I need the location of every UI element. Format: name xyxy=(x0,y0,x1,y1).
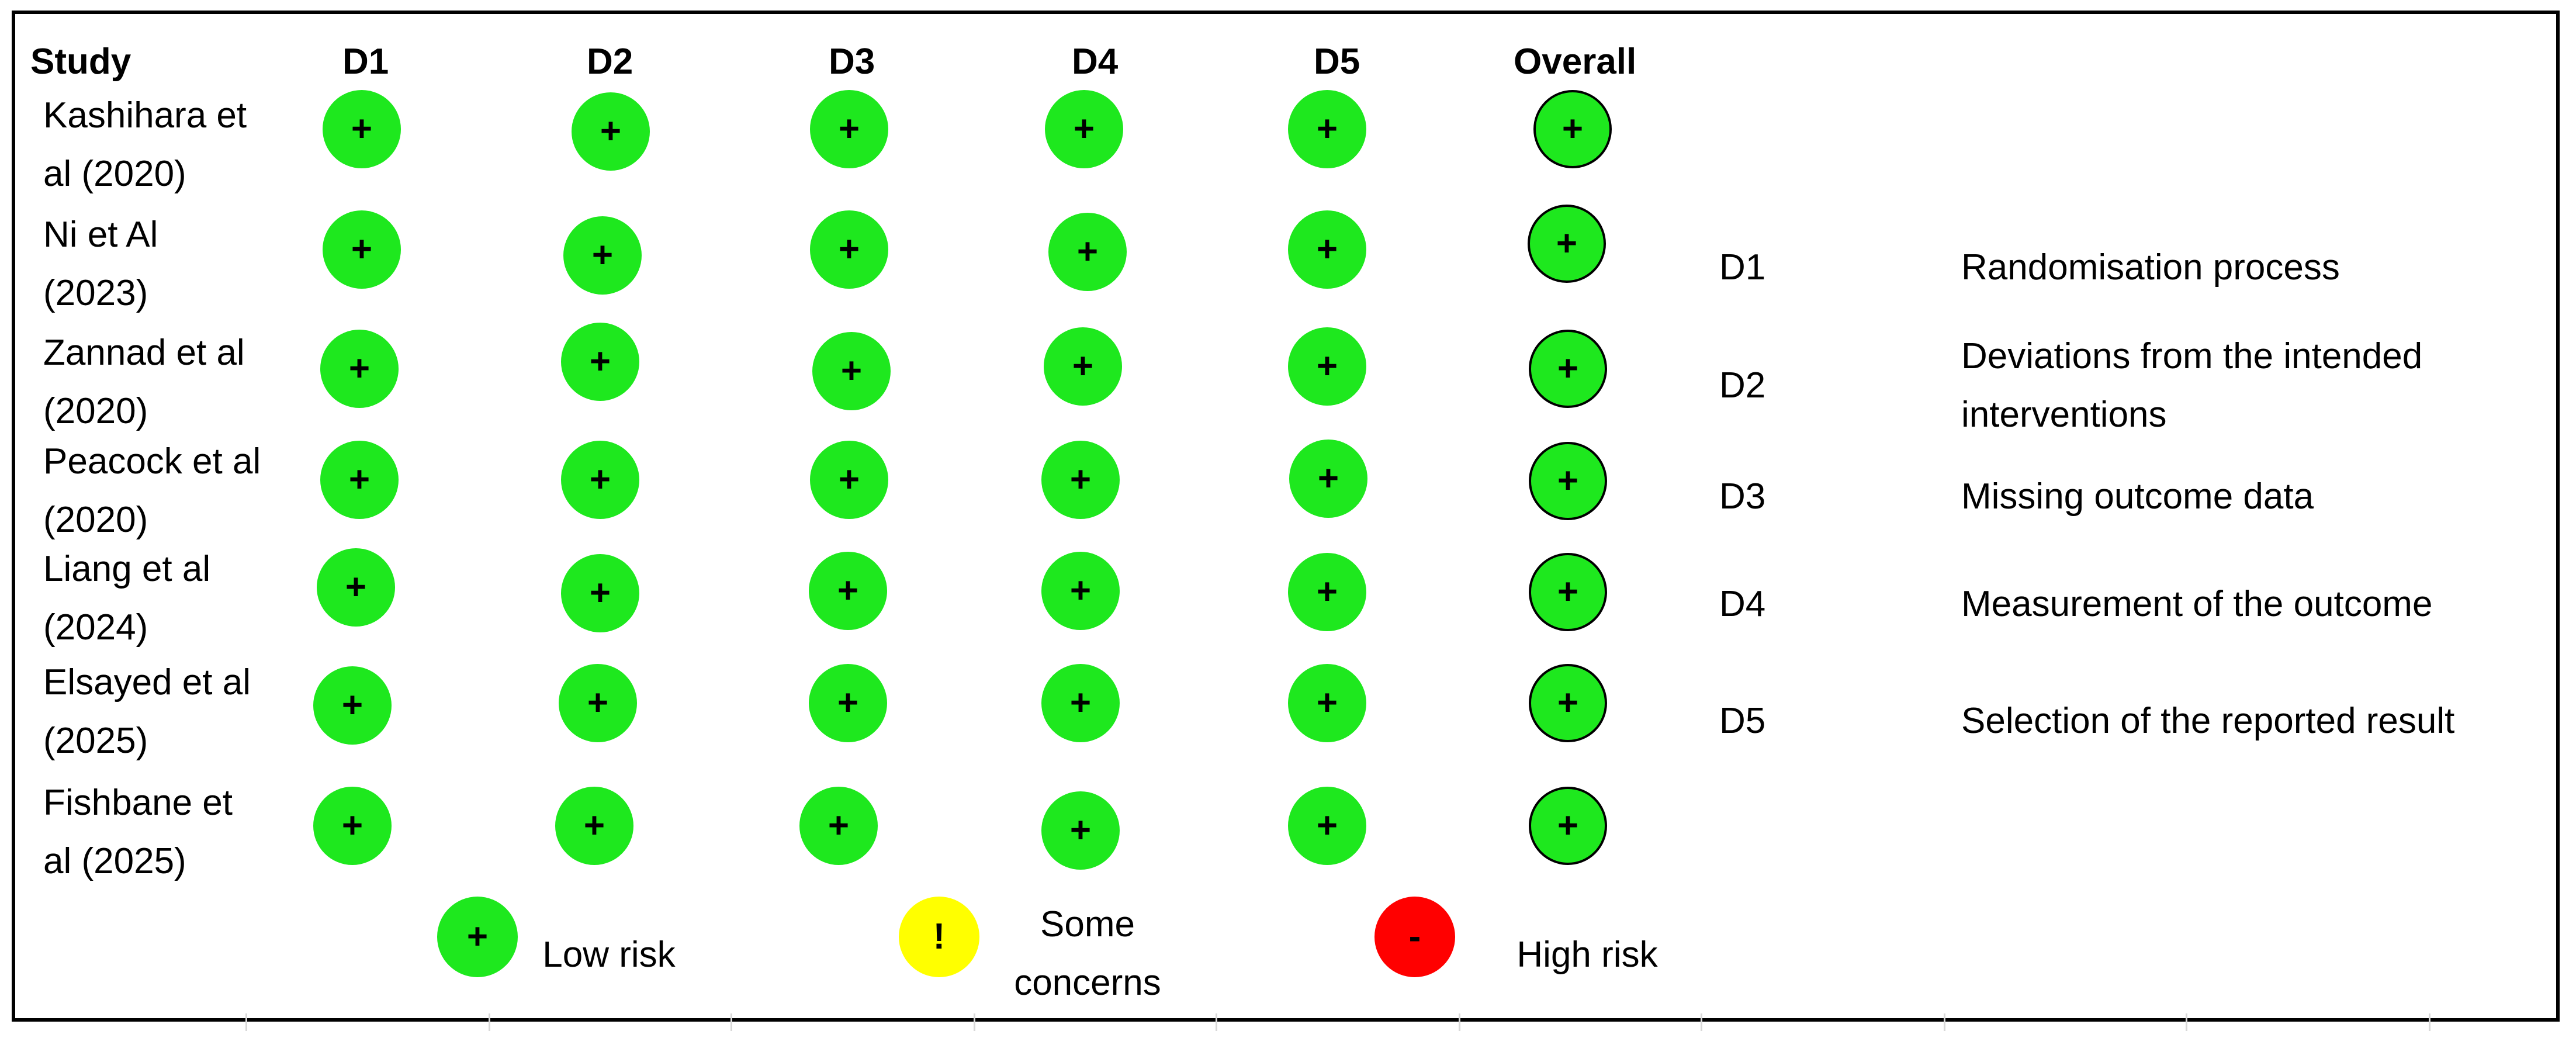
header-d5: D5 xyxy=(1314,41,1360,82)
judgement-low-risk: + xyxy=(323,210,401,289)
grid-tick xyxy=(1944,1013,1945,1031)
judgement-low-risk: + xyxy=(1044,327,1122,406)
judgement-low-risk: + xyxy=(1288,327,1366,406)
judgement-low-risk: + xyxy=(1288,787,1366,865)
judgement-low-risk: + xyxy=(1288,90,1366,168)
overall-low-risk: + xyxy=(1529,664,1607,742)
judgement-low-risk: + xyxy=(572,92,650,171)
grid-tick xyxy=(2186,1013,2187,1031)
judgement-low-risk: + xyxy=(810,90,888,168)
header-overall: Overall xyxy=(1514,41,1637,82)
judgement-low-risk: + xyxy=(323,90,401,168)
domain-description: Selection of the reported result xyxy=(1961,701,2455,741)
judgement-low-risk: + xyxy=(1045,90,1123,168)
judgement-low-risk: + xyxy=(1041,664,1120,742)
header-d3: D3 xyxy=(829,41,875,82)
overall-low-risk: + xyxy=(1529,330,1607,408)
judgement-low-risk: + xyxy=(559,664,637,742)
study-label: Peacock et al (2020) xyxy=(43,441,261,540)
judgement-low-risk: + xyxy=(809,664,887,742)
domain-code: D2 xyxy=(1719,365,1766,406)
overall-low-risk: + xyxy=(1533,90,1612,168)
header-d2: D2 xyxy=(587,41,633,82)
domain-code: D3 xyxy=(1719,476,1766,517)
grid-tick xyxy=(1216,1013,1217,1031)
judgement-low-risk: + xyxy=(810,210,888,289)
overall-low-risk: + xyxy=(1528,205,1606,283)
judgement-low-risk: + xyxy=(812,332,891,410)
grid-tick xyxy=(974,1013,975,1031)
grid-tick xyxy=(730,1013,732,1031)
judgement-low-risk: + xyxy=(810,441,888,519)
key-high-risk-label: High risk xyxy=(1516,935,1658,975)
judgement-low-risk: + xyxy=(320,441,399,519)
domain-code: D4 xyxy=(1719,584,1766,624)
judgement-low-risk: + xyxy=(561,323,639,401)
judgement-low-risk: + xyxy=(563,216,642,295)
grid-tick xyxy=(1701,1013,1702,1031)
judgement-low-risk: + xyxy=(1288,664,1366,742)
judgement-low-risk: + xyxy=(320,330,399,408)
key-some-concerns-icon: ! xyxy=(899,897,979,977)
domain-description: Missing outcome data xyxy=(1961,476,2314,517)
grid-tick xyxy=(245,1013,247,1031)
study-label: Elsayed et al (2025) xyxy=(43,662,251,761)
grid-tick xyxy=(2429,1013,2430,1031)
grid-tick xyxy=(489,1013,490,1031)
domain-code: D5 xyxy=(1719,701,1766,741)
judgement-low-risk: + xyxy=(1048,213,1127,291)
judgement-low-risk: + xyxy=(561,441,639,519)
key-some-concerns-label: Some concerns xyxy=(1014,904,1161,1003)
overall-low-risk: + xyxy=(1529,787,1607,865)
judgement-low-risk: + xyxy=(561,554,639,632)
key-low-risk-label: Low risk xyxy=(542,935,676,975)
judgement-low-risk: + xyxy=(809,552,887,630)
grid-tick xyxy=(1459,1013,1460,1031)
header-d1: D1 xyxy=(342,41,389,82)
judgement-low-risk: + xyxy=(1041,552,1120,630)
judgement-low-risk: + xyxy=(1288,553,1366,631)
header-d4: D4 xyxy=(1072,41,1119,82)
overall-low-risk: + xyxy=(1529,553,1607,631)
domain-description: Measurement of the outcome xyxy=(1961,584,2433,624)
overall-low-risk: + xyxy=(1529,442,1607,520)
domain-description: Deviations from the intended interventio… xyxy=(1961,336,2423,435)
judgement-low-risk: + xyxy=(1041,791,1120,870)
domain-description: Randomisation process xyxy=(1961,247,2340,288)
study-label: Ni et Al (2023) xyxy=(43,214,158,313)
key-high-risk-icon: - xyxy=(1374,897,1455,977)
header-study: Study xyxy=(30,41,131,82)
judgement-low-risk: + xyxy=(1041,441,1120,519)
judgement-low-risk: + xyxy=(313,787,392,865)
judgement-low-risk: + xyxy=(313,666,392,745)
judgement-low-risk: + xyxy=(317,548,395,627)
judgement-low-risk: + xyxy=(555,787,633,865)
judgement-low-risk: + xyxy=(1289,440,1367,518)
judgement-low-risk: + xyxy=(799,787,878,865)
judgement-low-risk: + xyxy=(1288,210,1366,289)
study-label: Liang et al (2024) xyxy=(43,549,211,648)
study-label: Kashihara et al (2020) xyxy=(43,95,247,194)
study-label: Fishbane et al (2025) xyxy=(43,783,233,881)
risk-of-bias-frame: Study D1 D2 D3 D4 D5 Overall Kashihara e… xyxy=(12,11,2560,1031)
domain-code: D1 xyxy=(1719,247,1766,288)
key-low-risk-icon: + xyxy=(437,897,518,977)
study-label: Zannad et al (2020) xyxy=(43,333,245,431)
